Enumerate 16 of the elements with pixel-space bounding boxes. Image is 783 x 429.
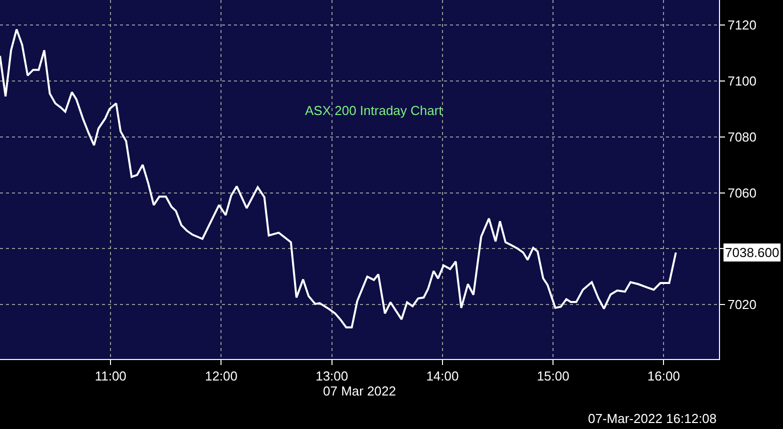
x-tick-label: 14:00 <box>426 368 459 384</box>
line-series <box>0 28 677 328</box>
text: ASX 200 Intraday Chart <box>305 103 443 118</box>
x-tick-label: 16:00 <box>647 368 680 384</box>
text: 07-Mar-2022 16:12:08 <box>588 411 717 426</box>
y-tick-label: 7120 <box>728 18 757 33</box>
y-tick-label: 7060 <box>728 185 757 200</box>
text: 7038.600 <box>725 245 780 260</box>
x-tick-label: 15:00 <box>536 368 570 384</box>
x-axis-title: 07 Mar 2022 <box>323 384 396 399</box>
x-tick-label: 12:00 <box>204 368 238 384</box>
y-tick-label: 7100 <box>728 74 757 89</box>
x-tick-label: 13:00 <box>316 368 348 384</box>
x-tick-label: 11:00 <box>94 368 126 384</box>
y-tick-label: 7080 <box>728 129 757 144</box>
y-tick-label: 7020 <box>728 297 757 312</box>
